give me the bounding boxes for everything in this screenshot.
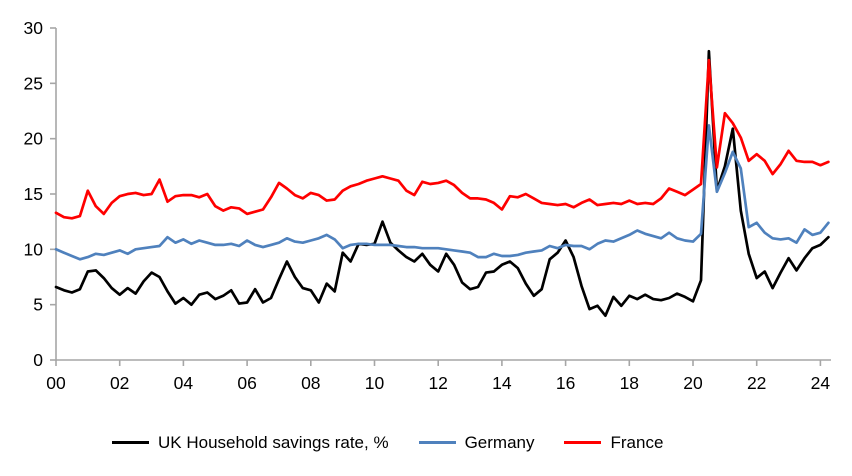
x-tick-label: 18 [620, 373, 639, 393]
legend-item-uk: UK Household savings rate, % [112, 434, 389, 451]
legend-item-france: France [564, 434, 663, 451]
legend-label-germany: Germany [464, 432, 535, 452]
series-line-2 [54, 58, 830, 220]
chart-legend: UK Household savings rate, % Germany Fra… [112, 429, 663, 455]
y-tick-label: 10 [24, 239, 44, 259]
x-tick-label: 20 [683, 373, 703, 393]
x-tick-label: 08 [301, 373, 320, 393]
x-tick-label: 00 [46, 373, 66, 393]
legend-item-germany: Germany [418, 432, 535, 452]
x-axis: 00 02 04 06 08 10 12 14 16 18 20 22 24 [46, 359, 831, 393]
x-tick-label: 06 [237, 373, 256, 393]
y-tick-label: 30 [24, 18, 44, 38]
series-line-1 [54, 124, 830, 261]
x-tick-label: 14 [492, 373, 512, 393]
x-tick-label: 22 [747, 373, 766, 393]
y-tick-label: 15 [24, 184, 43, 204]
y-tick-label: 5 [33, 295, 43, 315]
x-tick-label: 24 [811, 373, 831, 393]
x-tick-label: 12 [428, 373, 447, 393]
x-tick-label: 04 [174, 373, 194, 393]
legend-key-line-uk [112, 440, 149, 444]
x-tick-label: 10 [365, 373, 385, 393]
legend-key-line-france [564, 440, 602, 444]
x-tick-label: 16 [556, 373, 575, 393]
y-tick-label: 20 [24, 129, 44, 149]
savings-rate-line-chart: 0 5 10 15 20 25 30 00 02 04 06 08 10 12 14 16 18 20 22 24 [24, 18, 831, 393]
y-axis: 0 5 10 15 20 25 30 [24, 18, 57, 370]
y-tick-label: 0 [33, 350, 43, 370]
series-line-0 [54, 49, 830, 318]
legend-label-france: France [610, 432, 664, 452]
legend-label-uk: UK Household savings rate, % [158, 432, 389, 452]
x-tick-label: 02 [110, 373, 129, 393]
y-tick-label: 25 [24, 73, 43, 93]
legend-key-line-germany [418, 440, 456, 444]
